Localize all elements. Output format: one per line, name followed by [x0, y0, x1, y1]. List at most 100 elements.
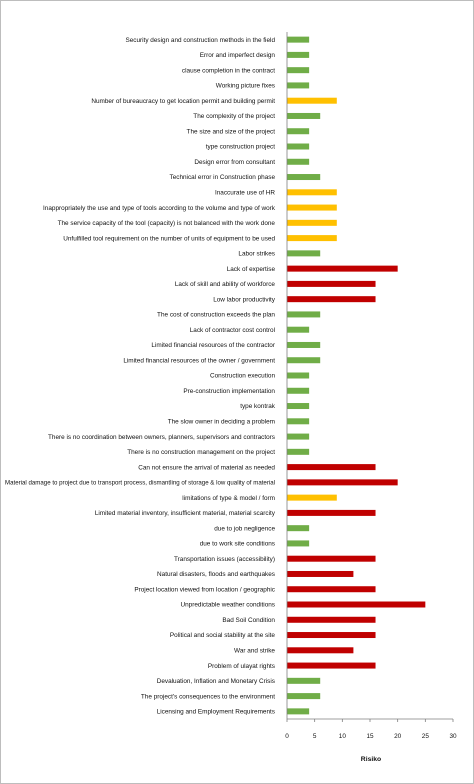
bar-5	[287, 97, 337, 104]
category-label-14: Unfulfilled tool requirement on the numb…	[63, 235, 275, 242]
category-label-9: Design error from consultant	[194, 159, 275, 166]
bar-44	[287, 693, 321, 700]
bar-37	[287, 586, 376, 593]
category-label-8: type construction project	[206, 144, 275, 151]
category-label-16: Lack of expertise	[227, 266, 276, 273]
bar-45	[287, 708, 310, 715]
category-label-3: clause completion in the contract	[182, 67, 275, 74]
category-label-2: Error and imperfect design	[200, 52, 276, 59]
x-tick-label-25: 25	[422, 733, 430, 740]
bar-13	[287, 219, 337, 226]
bar-26	[287, 418, 310, 425]
x-axis-title: Risiko	[361, 756, 381, 763]
bar-29	[287, 464, 376, 471]
bar-12	[287, 204, 337, 211]
category-label-30: Material damage to project due to transp…	[5, 480, 275, 487]
bar-10	[287, 174, 321, 181]
bar-18	[287, 296, 376, 303]
bar-28	[287, 448, 310, 455]
bar-11	[287, 189, 337, 196]
bar-27	[287, 433, 310, 440]
bar-32	[287, 509, 376, 516]
category-label-29: Can not ensure the arrival of material a…	[138, 464, 275, 471]
bar-3	[287, 67, 310, 74]
category-label-31: limitations of type & model / form	[182, 495, 275, 502]
category-label-10: Technical error in Construction phase	[170, 174, 276, 181]
x-tick-label-10: 10	[339, 733, 347, 740]
category-label-37: Project location viewed from location / …	[134, 586, 275, 593]
category-label-17: Lack of skill and ability of workforce	[175, 281, 276, 288]
bar-14	[287, 235, 337, 242]
bar-30	[287, 479, 398, 486]
bar-15	[287, 250, 321, 257]
bar-2	[287, 51, 310, 58]
bar-7	[287, 128, 310, 135]
bar-17	[287, 280, 376, 287]
category-label-21: Limited financial resources of the contr…	[151, 342, 275, 349]
bar-8	[287, 143, 310, 150]
bar-38	[287, 601, 426, 608]
x-tick-label-0: 0	[285, 733, 289, 740]
category-label-19: The cost of construction exceeds the pla…	[157, 312, 275, 319]
category-label-1: Security design and construction methods…	[125, 37, 275, 44]
bar-40	[287, 632, 376, 639]
bar-24	[287, 387, 310, 394]
category-label-32: Limited material inventory, insufficient…	[95, 510, 276, 517]
category-label-13: The service capacity of the tool (capaci…	[58, 220, 276, 227]
category-label-7: The size and size of the project	[187, 128, 276, 135]
bar-19	[287, 311, 321, 318]
category-label-25: type kontrak	[240, 403, 276, 410]
category-label-34: due to work site conditions	[200, 541, 275, 548]
bar-16	[287, 265, 398, 272]
bar-23	[287, 372, 310, 379]
category-label-20: Lack of contractor cost control	[190, 327, 275, 334]
bars-group	[287, 36, 426, 715]
bar-36	[287, 570, 354, 577]
bar-42	[287, 662, 376, 669]
bar-20	[287, 326, 310, 333]
category-label-40: Political and social stability at the si…	[170, 632, 276, 639]
category-label-42: Problem of ulayat rights	[208, 663, 275, 670]
category-label-22: Limited financial resources of the owner…	[123, 357, 275, 364]
bar-33	[287, 525, 310, 532]
bar-4	[287, 82, 310, 89]
bar-1	[287, 36, 310, 43]
bar-39	[287, 616, 376, 623]
category-label-26: The slow owner in deciding a problem	[168, 419, 275, 426]
category-label-23: Construction execution	[210, 373, 275, 380]
category-label-5: Number of bureaucracy to get location pe…	[91, 98, 275, 105]
bar-41	[287, 647, 354, 654]
x-tick-label-5: 5	[313, 733, 317, 740]
bar-9	[287, 158, 310, 165]
bar-34	[287, 540, 310, 547]
category-label-41: War and strike	[234, 648, 275, 655]
category-label-24: Pre-construction implementation	[183, 388, 275, 395]
bar-25	[287, 403, 310, 410]
bar-31	[287, 494, 337, 501]
bar-6	[287, 112, 321, 119]
x-tick-label-15: 15	[366, 733, 374, 740]
x-tick-label-30: 30	[449, 733, 457, 740]
x-ticks-group: 0 5 10 15 20 25 30	[285, 719, 457, 740]
category-label-4: Working picture fixes	[216, 83, 275, 90]
category-label-28: There is no construction management on t…	[127, 449, 275, 456]
category-label-6: The complexity of the project	[193, 113, 275, 120]
category-label-35: Transportation issues (accessibility)	[174, 556, 275, 563]
bar-35	[287, 555, 376, 562]
category-label-27: There is no coordination between owners,…	[48, 434, 275, 441]
category-label-12: Inappropriately the use and type of tool…	[43, 205, 276, 212]
bar-21	[287, 341, 321, 348]
category-labels-group: Security design and construction methods…	[5, 37, 276, 716]
category-label-36: Natural disasters, floods and earthquake…	[157, 571, 275, 578]
category-label-45: Licensing and Employment Requirements	[157, 709, 275, 716]
category-label-15: Labor strikes	[238, 251, 275, 258]
category-label-44: The project's consequences to the enviro…	[141, 693, 275, 700]
category-label-39: Bad Soil Condition	[222, 617, 275, 624]
category-label-33: due to job negligence	[214, 525, 275, 532]
category-label-38: Unpredictable weather conditions	[181, 602, 276, 609]
bar-43	[287, 677, 321, 684]
category-label-18: Low labor productivity	[213, 296, 276, 303]
category-label-43: Devaluation, Inflation and Monetary Cris…	[157, 678, 275, 685]
